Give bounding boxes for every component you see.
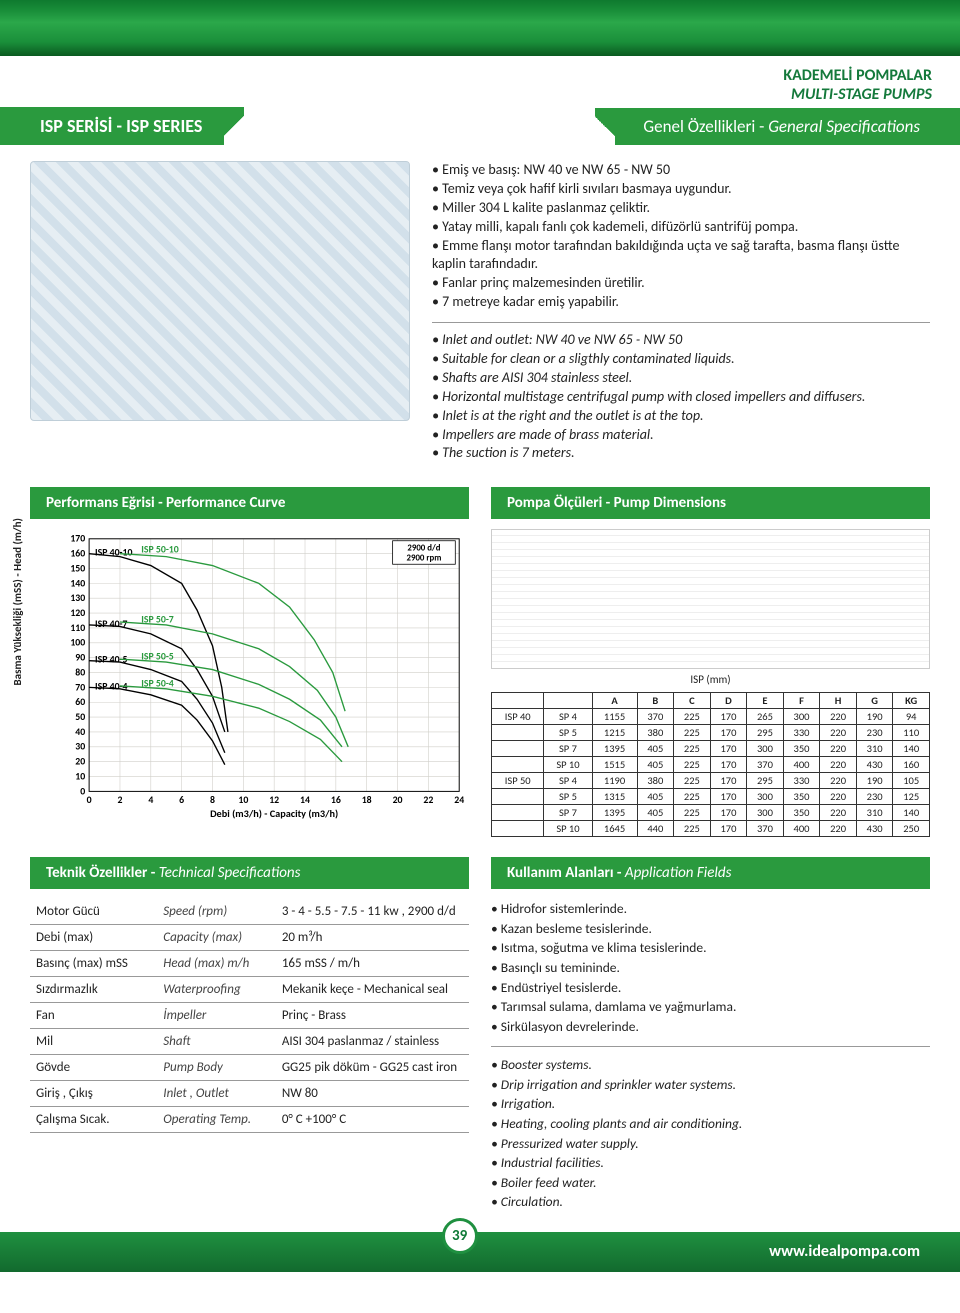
svg-text:2900 d/d: 2900 d/d (407, 544, 440, 554)
svg-text:80: 80 (75, 667, 85, 679)
tech-title-en: Technical Specifications (159, 864, 301, 882)
svg-text:90: 90 (75, 652, 85, 664)
svg-text:ISP 40-10: ISP 40-10 (95, 547, 133, 559)
dims-title: Pompa Ölçüleri - Pump Dimensions (507, 494, 726, 512)
svg-text:ISP 50-7: ISP 50-7 (141, 614, 174, 626)
perf-title: Performans Eğrisi - Performance Curve (46, 494, 285, 512)
dims-unit-label: ISP (mm) (491, 673, 930, 686)
svg-text:18: 18 (362, 794, 372, 806)
dims-title-bar: Pompa Ölçüleri - Pump Dimensions (491, 487, 930, 519)
svg-text:6: 6 (179, 794, 184, 806)
tech-spec-table: Motor GücüSpeed (rpm)3 - 4 - 5.5 - 7.5 -… (30, 899, 469, 1133)
perf-title-bar: Performans Eğrisi - Performance Curve (30, 487, 469, 519)
svg-text:24: 24 (454, 794, 464, 806)
header-row: ISP SERİSİ - ISP SERIES KADEMELİ POMPALA… (0, 66, 960, 145)
page-number: 39 (442, 1218, 478, 1254)
product-photo (30, 161, 410, 421)
svg-text:110: 110 (70, 622, 85, 634)
apps-list-en: Booster systems.Drip irrigation and spri… (491, 1046, 930, 1212)
svg-text:130: 130 (70, 593, 85, 605)
svg-text:120: 120 (70, 607, 85, 619)
tech-title-bar: Teknik Özellikler - Technical Specificat… (30, 857, 469, 889)
description-block: Emiş ve basış: NW 40 ve NW 65 - NW 50Tem… (432, 161, 930, 473)
performance-chart: 0246810121416182022240102030405060708090… (48, 529, 469, 823)
category-tr: KADEMELİ POMPALAR (615, 66, 932, 85)
svg-text:ISP 50-4: ISP 50-4 (141, 678, 174, 690)
svg-text:16: 16 (331, 794, 341, 806)
svg-text:100: 100 (70, 637, 85, 649)
apps-title-en: Application Fields (625, 864, 732, 882)
svg-text:140: 140 (70, 578, 85, 590)
footer-site: www.idealpompa.com (769, 1242, 920, 1261)
svg-text:50: 50 (75, 711, 85, 723)
svg-text:40: 40 (75, 726, 85, 738)
svg-text:0: 0 (87, 794, 92, 806)
svg-text:ISP 50-10: ISP 50-10 (141, 544, 179, 556)
svg-text:4: 4 (148, 794, 153, 806)
chart-y-label: Basma Yüksekliği (mSS) - Head (m/h) (11, 518, 24, 685)
apps-title-tr: Kullanım Alanları - (507, 864, 625, 882)
svg-text:170: 170 (70, 533, 85, 545)
general-spec-en: General Specifications (768, 116, 920, 137)
svg-text:2900 rpm: 2900 rpm (407, 554, 442, 564)
description-en: Inlet and outlet: NW 40 ve NW 65 - NW 50… (432, 322, 930, 463)
svg-text:ISP 50-5: ISP 50-5 (141, 651, 174, 663)
apps-list-tr: Hidrofor sistemlerinde.Kazan besleme tes… (491, 899, 930, 1036)
svg-text:14: 14 (300, 794, 310, 806)
description-tr: Emiş ve basış: NW 40 ve NW 65 - NW 50Tem… (432, 161, 930, 312)
svg-text:12: 12 (269, 794, 279, 806)
svg-text:10: 10 (238, 794, 248, 806)
series-title: ISP SERİSİ - ISP SERIES (40, 115, 202, 137)
svg-text:20: 20 (75, 756, 85, 768)
dimension-drawing (491, 529, 930, 669)
svg-text:22: 22 (423, 794, 433, 806)
svg-text:70: 70 (75, 682, 85, 694)
svg-text:20: 20 (393, 794, 403, 806)
footer: 39 www.idealpompa.com (0, 1232, 960, 1272)
general-spec-tr: Genel Özellikleri - (643, 116, 768, 137)
svg-text:Debi (m3/h) - Capacity (m3/h): Debi (m3/h) - Capacity (m3/h) (210, 807, 338, 820)
svg-text:2: 2 (117, 794, 122, 806)
apps-title-bar: Kullanım Alanları - Application Fields (491, 857, 930, 889)
tech-title-tr: Teknik Özellikler - (46, 864, 159, 882)
svg-text:160: 160 (70, 548, 85, 560)
series-title-bar: ISP SERİSİ - ISP SERIES (0, 107, 224, 145)
svg-text:30: 30 (75, 741, 85, 753)
top-stripe (0, 0, 960, 56)
svg-text:8: 8 (210, 794, 215, 806)
general-spec-bar: Genel Özellikleri - General Specificatio… (615, 108, 960, 145)
svg-text:150: 150 (70, 563, 85, 575)
category-en: MULTI-STAGE PUMPS (615, 85, 932, 104)
svg-text:60: 60 (75, 697, 85, 709)
svg-text:ISP 40-7: ISP 40-7 (95, 618, 128, 630)
dimensions-table: ABCDEFHGKGISP 40SP 411553702251702653002… (491, 692, 930, 837)
svg-text:0: 0 (80, 786, 85, 798)
svg-text:10: 10 (75, 771, 85, 783)
